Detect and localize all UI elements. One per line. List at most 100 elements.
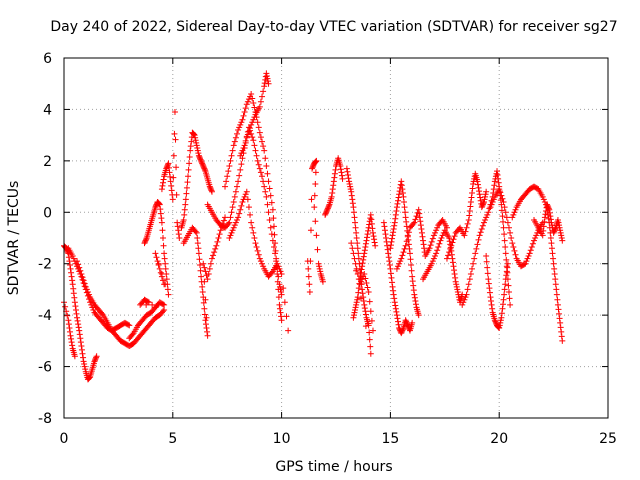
data-point bbox=[505, 224, 512, 231]
data-point bbox=[260, 263, 267, 270]
data-point bbox=[160, 277, 167, 284]
data-point bbox=[81, 361, 88, 367]
data-point bbox=[165, 160, 172, 167]
data-point bbox=[80, 358, 87, 365]
data-point bbox=[346, 181, 353, 187]
data-point bbox=[550, 260, 557, 267]
data-point bbox=[476, 188, 483, 195]
data-point bbox=[186, 160, 193, 167]
data-point bbox=[229, 204, 236, 211]
data-point bbox=[503, 272, 510, 279]
data-point bbox=[202, 268, 209, 275]
data-point bbox=[349, 245, 356, 252]
data-point bbox=[75, 261, 82, 268]
data-point bbox=[411, 294, 418, 301]
data-point bbox=[329, 186, 336, 193]
data-point bbox=[232, 188, 239, 195]
data-point bbox=[402, 214, 409, 221]
data-point bbox=[475, 184, 482, 191]
data-point bbox=[402, 242, 409, 249]
data-point bbox=[398, 328, 405, 335]
data-point bbox=[92, 355, 99, 362]
data-point bbox=[388, 274, 395, 281]
data-point bbox=[466, 212, 473, 219]
data-point bbox=[235, 178, 242, 185]
data-point bbox=[152, 202, 159, 209]
data-point bbox=[158, 186, 165, 193]
data-point bbox=[389, 235, 396, 242]
data-point bbox=[160, 235, 167, 241]
data-point bbox=[393, 208, 400, 214]
data-point bbox=[80, 354, 87, 361]
data-point bbox=[558, 328, 565, 335]
data-point bbox=[225, 220, 232, 227]
data-point bbox=[249, 134, 256, 141]
data-point bbox=[275, 273, 282, 280]
data-point bbox=[361, 305, 368, 312]
data-point bbox=[489, 199, 496, 205]
data-point bbox=[500, 224, 507, 231]
data-point bbox=[77, 335, 84, 342]
data-point bbox=[70, 285, 77, 292]
data-point bbox=[412, 298, 419, 304]
data-point bbox=[65, 317, 72, 324]
data-point bbox=[359, 286, 366, 293]
data-point bbox=[504, 264, 511, 271]
data-point bbox=[512, 206, 519, 213]
data-point bbox=[241, 193, 248, 200]
data-point bbox=[285, 327, 292, 334]
data-point bbox=[352, 304, 359, 311]
data-point bbox=[143, 236, 150, 243]
data-point bbox=[322, 211, 329, 218]
data-point bbox=[168, 182, 175, 189]
data-point bbox=[192, 228, 199, 235]
data-point bbox=[263, 70, 270, 77]
data-point bbox=[464, 286, 471, 293]
data-point bbox=[526, 250, 533, 257]
data-point bbox=[504, 219, 511, 226]
data-point bbox=[278, 317, 285, 324]
data-point bbox=[260, 178, 267, 185]
data-point bbox=[403, 319, 410, 326]
data-point bbox=[232, 219, 239, 226]
data-point bbox=[172, 136, 179, 143]
data-point bbox=[348, 240, 355, 247]
data-point bbox=[477, 197, 484, 204]
data-point bbox=[81, 280, 88, 287]
data-point bbox=[191, 131, 198, 138]
data-point bbox=[390, 291, 397, 298]
data-point bbox=[230, 142, 237, 149]
data-point bbox=[283, 313, 290, 320]
data-point bbox=[480, 200, 487, 207]
data-point bbox=[253, 114, 260, 121]
data-point bbox=[174, 219, 181, 226]
data-point bbox=[206, 265, 213, 272]
data-point bbox=[317, 268, 324, 275]
data-point bbox=[239, 116, 246, 123]
data-point bbox=[338, 169, 345, 176]
data-point bbox=[451, 267, 458, 274]
data-point bbox=[323, 208, 330, 214]
data-point bbox=[216, 231, 223, 238]
data-point bbox=[368, 220, 375, 227]
data-point bbox=[396, 191, 403, 198]
data-point bbox=[397, 181, 404, 188]
data-point bbox=[531, 237, 538, 244]
data-point bbox=[527, 247, 534, 254]
data-point bbox=[155, 301, 162, 308]
data-point bbox=[490, 196, 497, 203]
data-point bbox=[490, 186, 497, 193]
data-point bbox=[468, 194, 475, 201]
data-point bbox=[556, 224, 563, 231]
data-point bbox=[183, 190, 190, 197]
y-axis-label: SDTVAR / TECUs bbox=[6, 181, 22, 296]
data-point bbox=[233, 130, 240, 137]
data-point bbox=[365, 289, 372, 295]
data-point bbox=[229, 227, 236, 234]
data-point bbox=[556, 222, 563, 229]
data-point bbox=[493, 170, 500, 177]
data-point bbox=[261, 183, 268, 190]
data-point bbox=[76, 331, 83, 338]
y-tick-label: -4 bbox=[38, 308, 52, 324]
data-point bbox=[479, 201, 486, 208]
